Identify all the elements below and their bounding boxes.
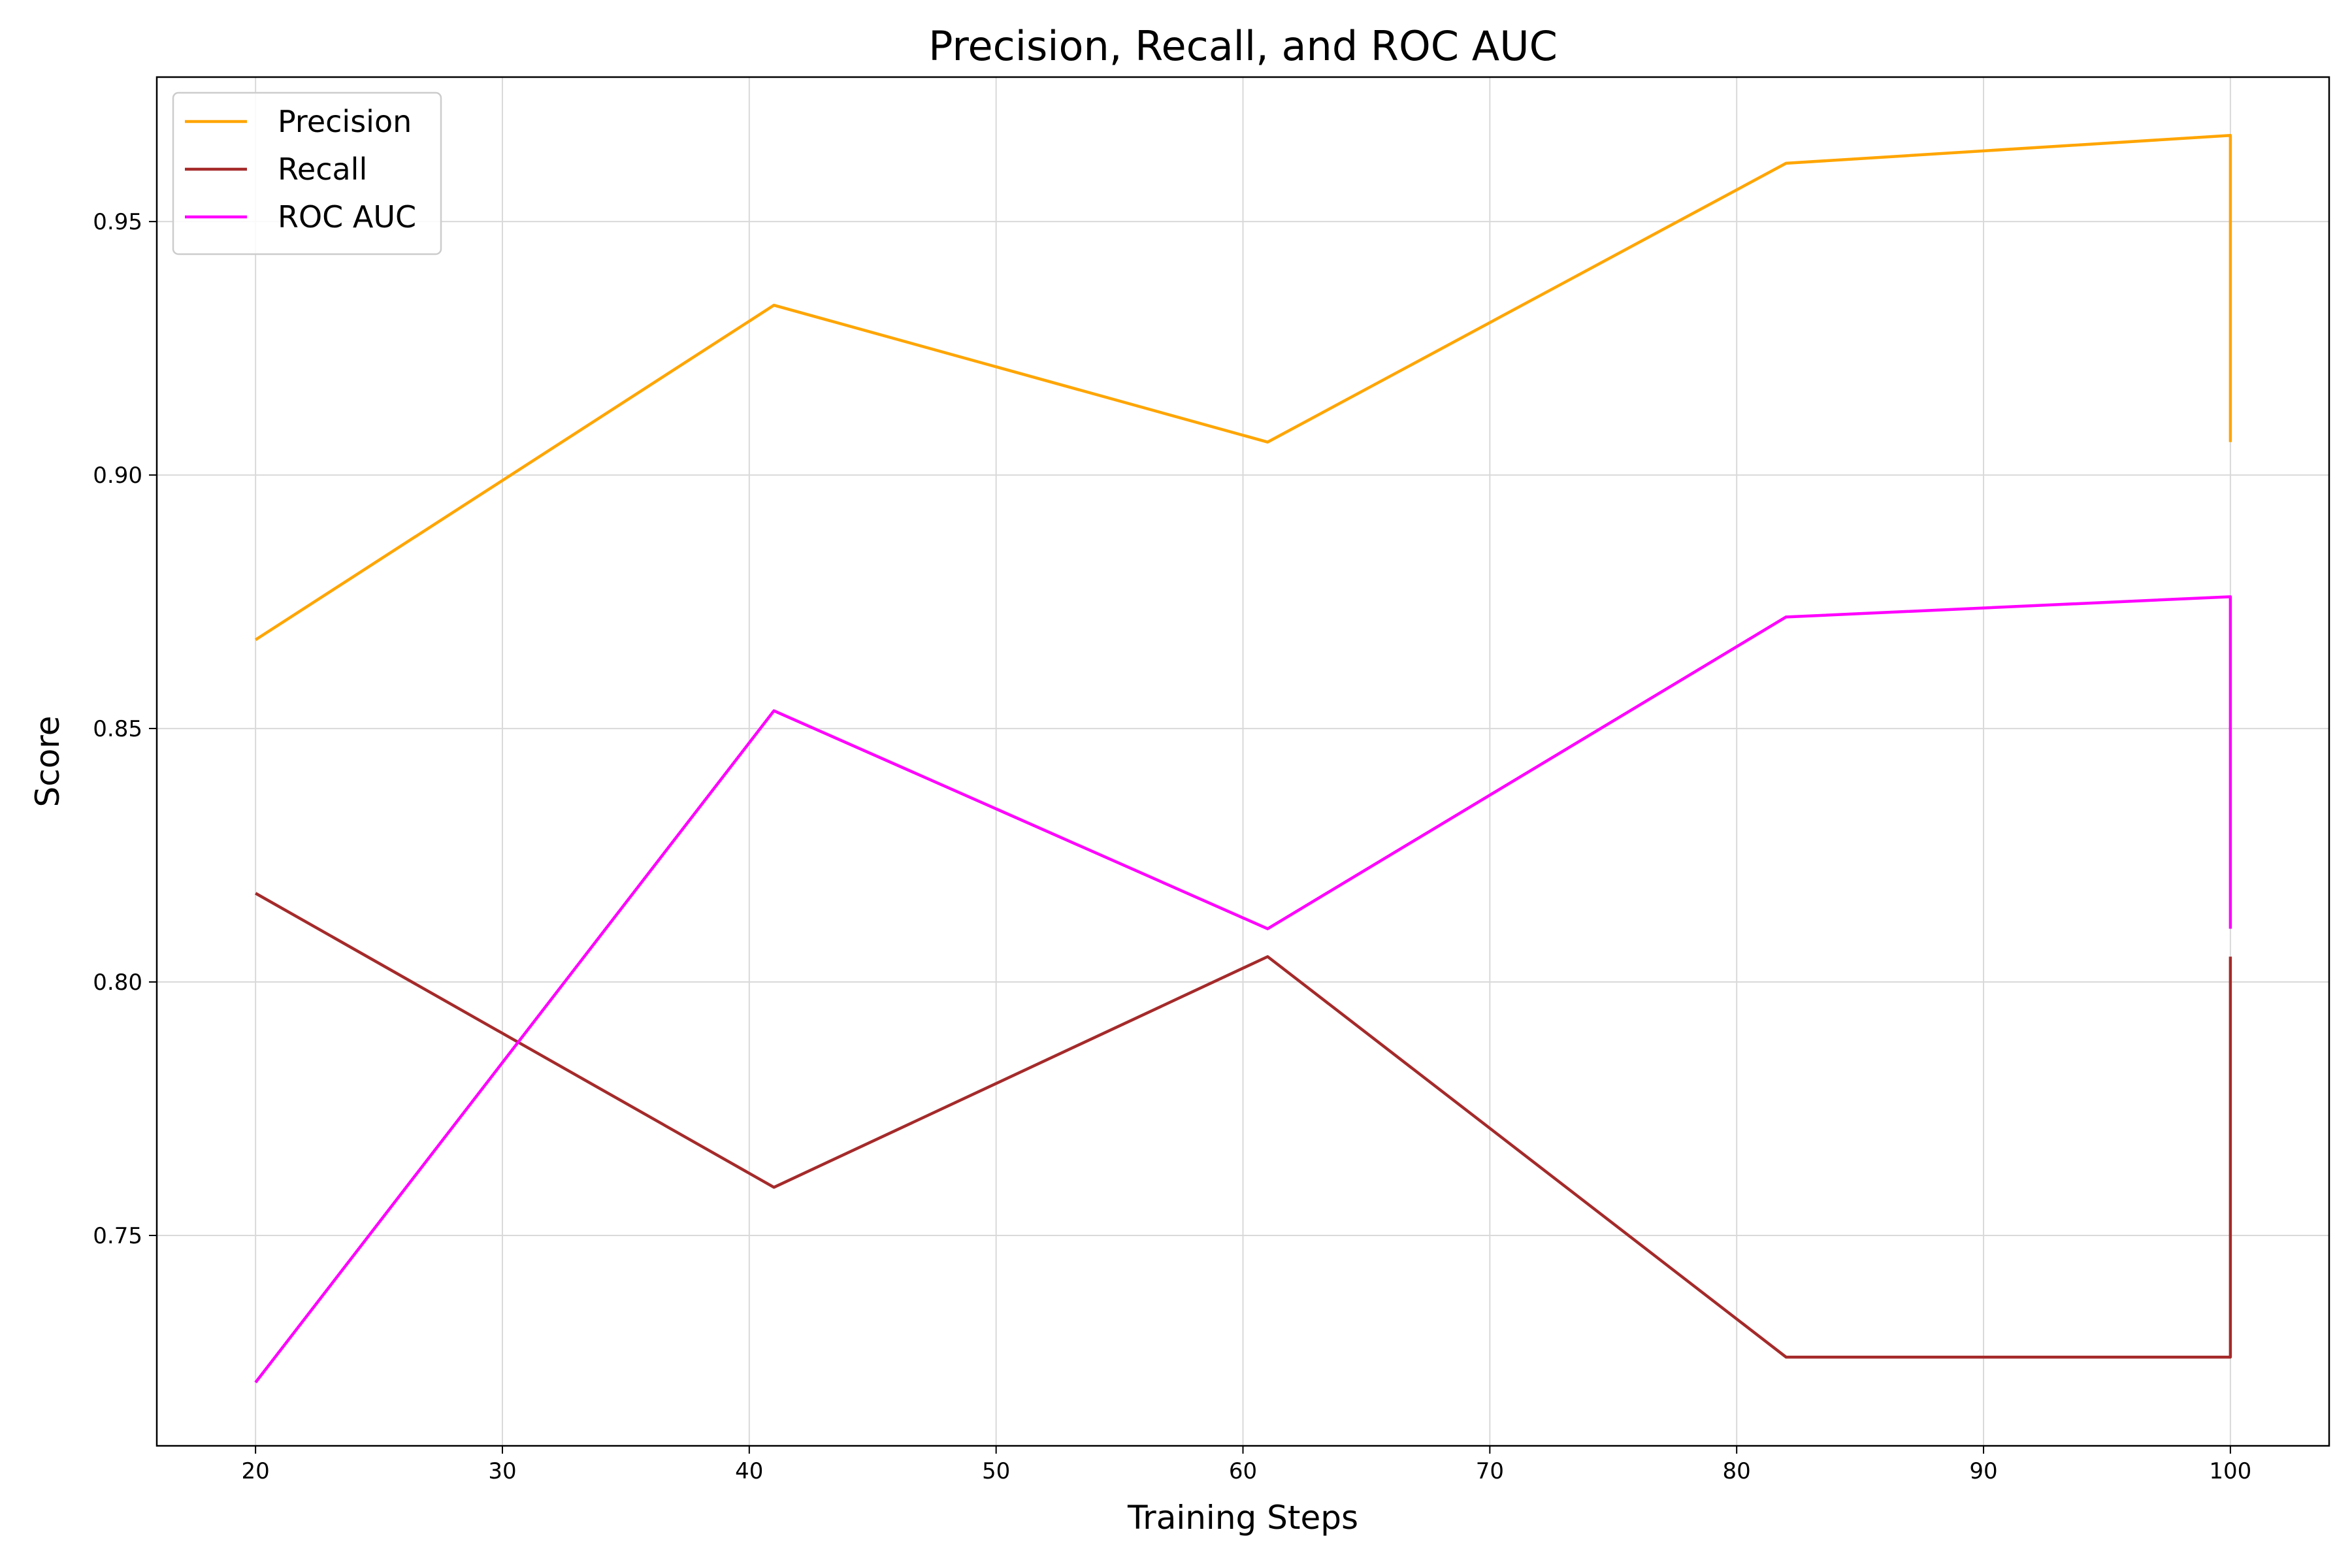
x-tick-label: 30 bbox=[488, 1458, 516, 1484]
legend-label-precision: Precision bbox=[278, 104, 412, 139]
legend-label-recall: Recall bbox=[278, 152, 367, 187]
legend: Precision Recall ROC AUC bbox=[172, 91, 442, 255]
y-tick-label: 0.95 bbox=[93, 209, 142, 235]
x-tick-label: 60 bbox=[1229, 1458, 1257, 1484]
y-axis-title: Score bbox=[29, 715, 67, 807]
legend-box bbox=[172, 91, 442, 255]
legend-label-roc-auc: ROC AUC bbox=[278, 199, 416, 235]
y-tick-label: 0.75 bbox=[93, 1223, 142, 1249]
x-tick-label: 20 bbox=[242, 1458, 270, 1484]
x-tick-label: 80 bbox=[1723, 1458, 1751, 1484]
y-tick-label: 0.90 bbox=[93, 463, 142, 489]
y-tick-label: 0.85 bbox=[93, 716, 142, 742]
x-axis-title: Training Steps bbox=[1127, 1499, 1358, 1537]
chart-title: Precision, Recall, and ROC AUC bbox=[928, 22, 1558, 70]
x-tick-label: 100 bbox=[2209, 1458, 2251, 1484]
y-tick-label: 0.80 bbox=[93, 970, 142, 996]
series-line-precision bbox=[254, 133, 2232, 642]
x-tick-label: 50 bbox=[982, 1458, 1010, 1484]
x-tick-label: 90 bbox=[1969, 1458, 1997, 1484]
x-tick-label: 40 bbox=[735, 1458, 763, 1484]
series-lines bbox=[254, 133, 2232, 1384]
series-line-recall bbox=[255, 892, 2232, 1359]
x-tick-label: 70 bbox=[1476, 1458, 1504, 1484]
series-line-roc-auc bbox=[254, 595, 2232, 1384]
axis-ticks: 20 30 40 50 60 70 80 90 100 0.75 0.80 0.85 0.90 0.95 bbox=[93, 209, 2251, 1484]
